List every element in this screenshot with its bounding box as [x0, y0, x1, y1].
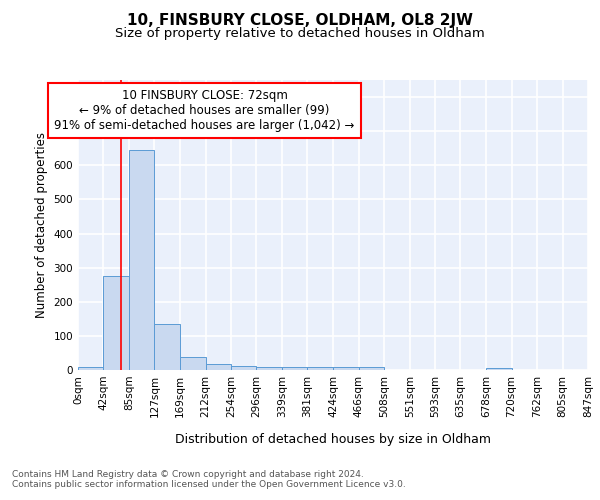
Text: Contains HM Land Registry data © Crown copyright and database right 2024.
Contai: Contains HM Land Registry data © Crown c…	[12, 470, 406, 490]
Bar	[180, 358, 206, 370]
Bar	[206, 364, 231, 370]
Bar	[103, 276, 129, 370]
Text: Size of property relative to detached houses in Oldham: Size of property relative to detached ho…	[115, 28, 485, 40]
Bar	[282, 366, 307, 370]
Bar	[129, 150, 154, 370]
Bar	[307, 366, 334, 370]
Bar	[231, 366, 256, 370]
Bar	[334, 368, 359, 370]
Bar	[486, 368, 512, 370]
Bar	[154, 324, 180, 370]
Bar	[256, 366, 282, 370]
Bar	[359, 368, 384, 370]
Y-axis label: Number of detached properties: Number of detached properties	[35, 132, 48, 318]
Text: 10, FINSBURY CLOSE, OLDHAM, OL8 2JW: 10, FINSBURY CLOSE, OLDHAM, OL8 2JW	[127, 12, 473, 28]
Text: 10 FINSBURY CLOSE: 72sqm
← 9% of detached houses are smaller (99)
91% of semi-de: 10 FINSBURY CLOSE: 72sqm ← 9% of detache…	[54, 89, 355, 132]
Text: Distribution of detached houses by size in Oldham: Distribution of detached houses by size …	[175, 432, 491, 446]
Bar	[78, 368, 103, 370]
